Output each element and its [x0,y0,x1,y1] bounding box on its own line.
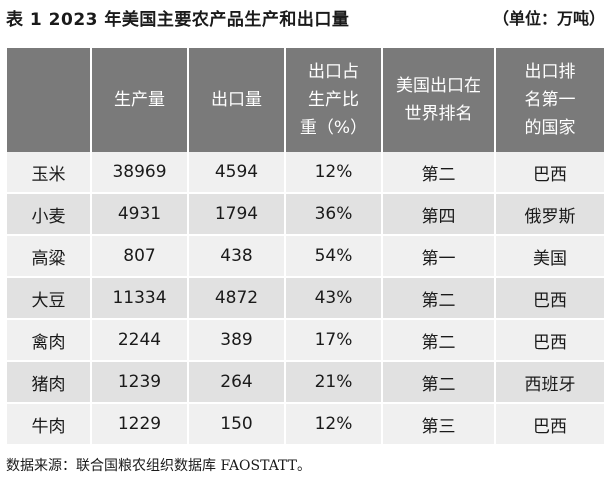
header-label: 生产比 [308,90,359,110]
product-cell: 小麦 [7,193,92,236]
data-table: 生产量 出口量 出口占 生产比 重（%） 美国出口在 世界排名 出口排 名第一 … [7,48,604,446]
header-label: 名第一 [524,90,576,110]
header-label: 重（%） [299,118,368,138]
production-cell: 807 [91,235,189,278]
header-label: 的国家 [524,118,576,138]
header-cell: 出口量 [188,48,286,152]
unit-label: （单位：万吨） [492,9,605,28]
product-cell: 禽肉 [7,319,92,362]
world-rank-cell: 第三 [382,403,496,446]
production-cell: 2244 [91,319,189,362]
header-label: 出口量 [211,90,262,110]
production-cell: 4931 [91,193,189,236]
production-cell: 1239 [91,361,189,404]
production-cell: 1229 [91,403,189,446]
header-label: 出口排 [524,62,576,82]
table-row: 牛肉 1229 150 12% 第三 巴西 [7,403,604,446]
export-cell: 4594 [188,152,286,194]
header-cell [7,48,92,152]
top-exporter-cell: 巴西 [495,277,604,320]
world-rank-cell: 第二 [382,152,496,194]
table-header-row: 生产量 出口量 出口占 生产比 重（%） 美国出口在 世界排名 出口排 名第一 … [7,48,604,152]
export-cell: 4872 [188,277,286,320]
header-label: 美国出口在 [396,76,481,96]
world-rank-cell: 第二 [382,277,496,320]
export-ratio-cell: 12% [285,403,383,446]
top-exporter-cell: 美国 [495,235,604,278]
production-cell: 11334 [91,277,189,320]
table-row: 大豆 11334 4872 43% 第二 巴西 [7,277,604,320]
table-row: 玉米 38969 4594 12% 第二 巴西 [7,152,604,194]
export-ratio-cell: 17% [285,319,383,362]
world-rank-cell: 第四 [382,193,496,236]
export-cell: 438 [188,235,286,278]
export-cell: 264 [188,361,286,404]
table-row: 猪肉 1239 264 21% 第二 西班牙 [7,361,604,404]
header-cell: 出口占 生产比 重（%） [285,48,383,152]
table-title: 表 1 2023 年美国主要农产品生产和出口量 [6,9,350,30]
source-note: 数据来源：联合国粮农组织数据库 FAOSTATT。 [6,458,311,474]
world-rank-cell: 第二 [382,361,496,404]
production-cell: 38969 [91,152,189,194]
top-exporter-cell: 巴西 [495,152,604,194]
header-cell: 出口排 名第一 的国家 [495,48,604,152]
header-label: 生产量 [114,90,165,110]
world-rank-cell: 第二 [382,319,496,362]
top-exporter-cell: 巴西 [495,319,604,362]
export-cell: 150 [188,403,286,446]
product-cell: 大豆 [7,277,92,320]
product-cell: 高粱 [7,235,92,278]
export-ratio-cell: 43% [285,277,383,320]
top-exporter-cell: 巴西 [495,403,604,446]
header-cell: 美国出口在 世界排名 [382,48,496,152]
table-row: 禽肉 2244 389 17% 第二 巴西 [7,319,604,362]
export-ratio-cell: 12% [285,152,383,194]
product-cell: 牛肉 [7,403,92,446]
export-cell: 389 [188,319,286,362]
header-cell: 生产量 [91,48,189,152]
title-row: 表 1 2023 年美国主要农产品生产和出口量 （单位：万吨） [0,4,611,30]
header-label: 出口占 [308,62,359,82]
top-exporter-cell: 俄罗斯 [495,193,604,236]
top-exporter-cell: 西班牙 [495,361,604,404]
export-cell: 1794 [188,193,286,236]
product-cell: 猪肉 [7,361,92,404]
world-rank-cell: 第一 [382,235,496,278]
product-cell: 玉米 [7,152,92,194]
header-label: 世界排名 [404,104,473,124]
export-ratio-cell: 36% [285,193,383,236]
export-ratio-cell: 54% [285,235,383,278]
export-ratio-cell: 21% [285,361,383,404]
table-row: 小麦 4931 1794 36% 第四 俄罗斯 [7,193,604,236]
table-row: 高粱 807 438 54% 第一 美国 [7,235,604,278]
